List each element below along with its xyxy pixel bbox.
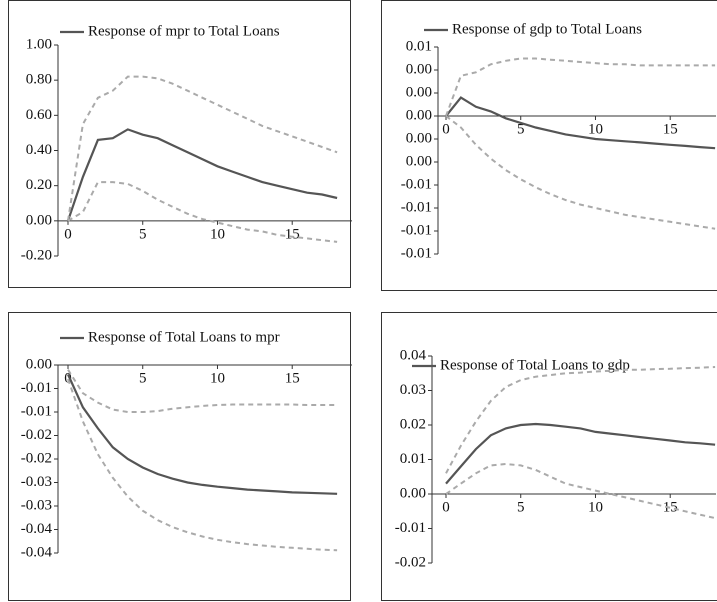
- y-tick-label: 0.60: [26, 107, 52, 123]
- x-tick-label: 0: [442, 499, 450, 515]
- y-tick-label: -0.02: [395, 554, 426, 570]
- panel-frame: [8, 0, 351, 288]
- band-line: [67, 378, 338, 552]
- y-tick-label: 0.00: [26, 356, 52, 372]
- x-tick-label: 15: [663, 499, 678, 515]
- x-tick-label: 5: [517, 499, 525, 515]
- y-tick-label: 0.00: [406, 61, 432, 77]
- legend-label: Response of Total Loans to mpr: [88, 329, 280, 345]
- y-tick-label: -0.01: [21, 380, 52, 396]
- y-tick-label: 0.01: [400, 451, 426, 467]
- y-tick-label: 0.20: [26, 177, 52, 193]
- band-line: [445, 57, 716, 117]
- x-tick-label: 10: [210, 370, 225, 386]
- y-tick-label: 0.00: [26, 212, 52, 228]
- y-tick-label: 0.01: [406, 38, 432, 54]
- panel-frame: [381, 0, 717, 291]
- legend-label: Response of mpr to Total Loans: [88, 23, 280, 39]
- y-tick-label: -0.01: [401, 222, 432, 238]
- x-tick-label: 10: [588, 499, 603, 515]
- x-tick-label: 15: [285, 370, 300, 386]
- x-tick-label: 10: [210, 226, 225, 242]
- y-tick-label: -0.01: [21, 403, 52, 419]
- panel-frame: [381, 312, 717, 601]
- response-line: [66, 373, 338, 495]
- y-tick-label: 0.00: [406, 107, 432, 123]
- y-tick-label: -0.03: [21, 474, 52, 490]
- y-tick-label: 0.00: [406, 153, 432, 169]
- response-line: [445, 96, 716, 150]
- x-tick-label: 15: [663, 121, 678, 137]
- y-tick-label: 0.02: [400, 416, 426, 432]
- y-tick-label: 0.00: [400, 485, 426, 501]
- x-tick-label: 0: [64, 226, 72, 242]
- y-tick-label: -0.03: [21, 497, 52, 513]
- band-line: [445, 462, 716, 520]
- response-line: [445, 422, 716, 485]
- band-line: [445, 115, 716, 230]
- band-line: [67, 75, 338, 221]
- y-tick-label: 0.80: [26, 72, 52, 88]
- y-tick-label: 0.04: [400, 347, 427, 363]
- legend-label: Response of Total Loans to gdp: [440, 357, 630, 373]
- y-tick-label: -0.20: [21, 247, 52, 263]
- y-tick-label: 0.40: [26, 142, 52, 158]
- x-tick-label: 5: [139, 370, 147, 386]
- x-tick-label: 0: [442, 121, 450, 137]
- y-tick-label: -0.01: [401, 199, 432, 215]
- y-tick-label: 0.00: [406, 130, 432, 146]
- x-tick-label: 10: [588, 121, 603, 137]
- panel-frame: [8, 312, 351, 601]
- y-tick-label: -0.02: [21, 427, 52, 443]
- y-tick-label: -0.04: [21, 544, 53, 560]
- y-tick-label: 0.00: [406, 84, 432, 100]
- response-line: [66, 128, 338, 222]
- x-tick-label: 0: [64, 370, 72, 386]
- x-tick-label: 5: [517, 121, 525, 137]
- legend-label: Response of gdp to Total Loans: [452, 21, 642, 37]
- band-line: [67, 181, 338, 243]
- y-tick-label: -0.01: [401, 176, 432, 192]
- y-tick-label: -0.04: [21, 521, 53, 537]
- x-tick-label: 15: [285, 226, 300, 242]
- y-tick-label: 1.00: [26, 36, 52, 52]
- x-tick-label: 5: [139, 226, 147, 242]
- y-tick-label: -0.01: [401, 245, 432, 261]
- y-tick-label: -0.01: [395, 520, 426, 536]
- band-line: [445, 366, 716, 474]
- y-tick-label: -0.02: [21, 450, 52, 466]
- y-tick-label: 0.03: [400, 382, 426, 398]
